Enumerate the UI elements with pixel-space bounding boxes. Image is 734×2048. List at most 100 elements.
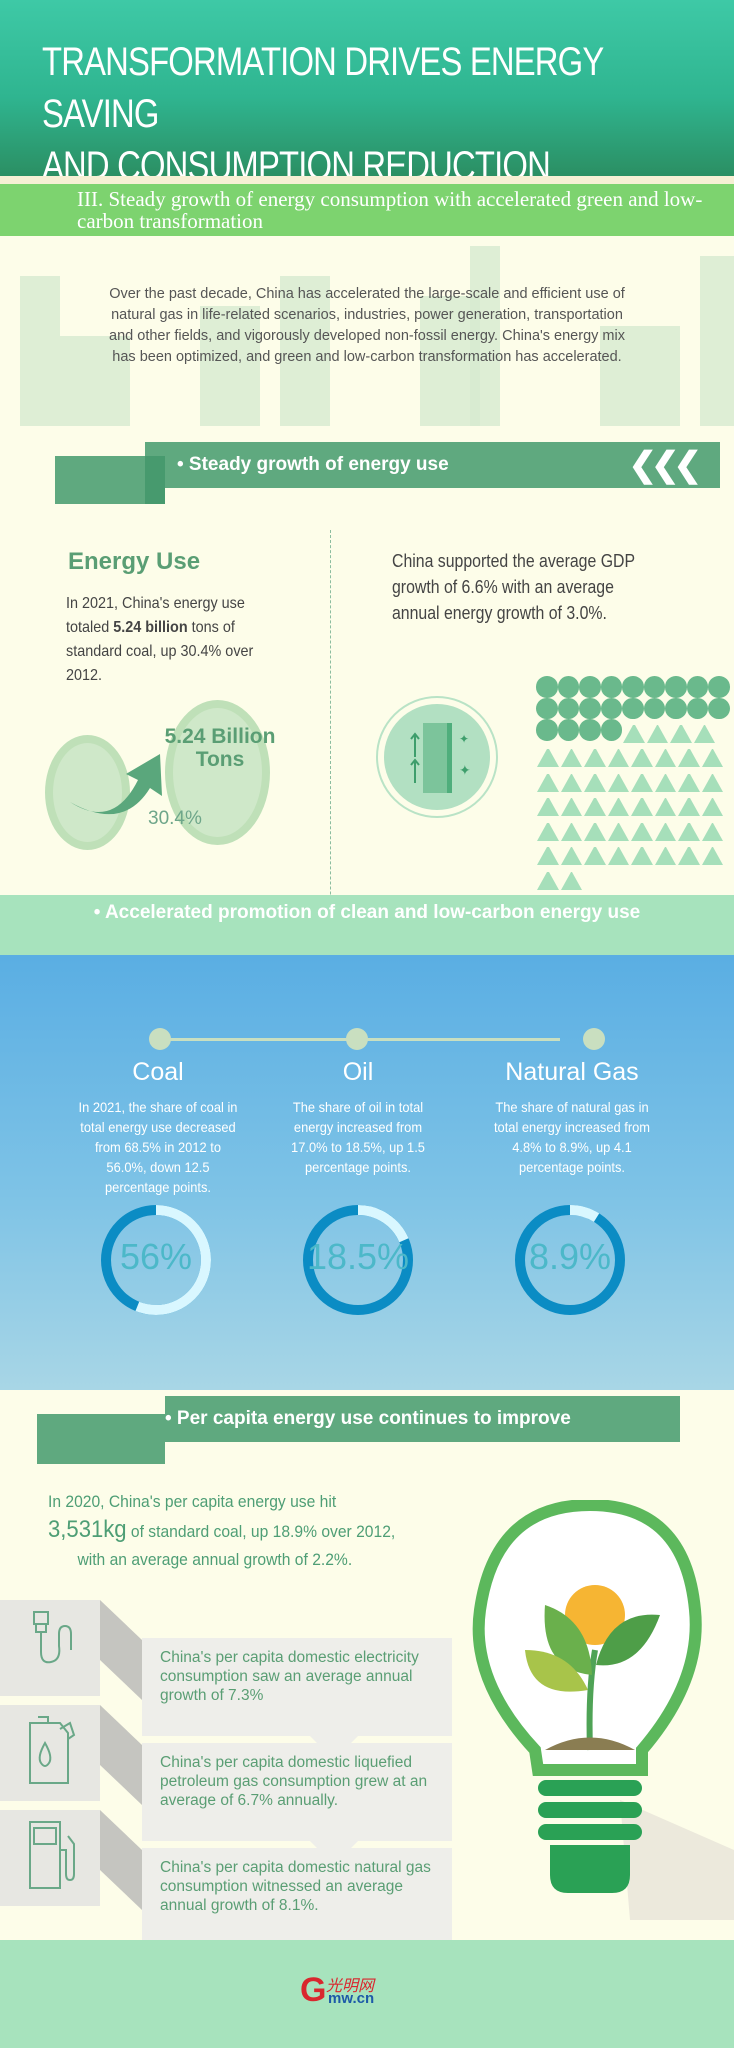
triangle-icon: [560, 819, 582, 841]
triangle-icon: [584, 795, 606, 816]
svg-text:✦: ✦: [459, 762, 471, 778]
gmw-logo: G 光明网 mw.cn: [300, 1971, 375, 2009]
circle-icon: [600, 719, 622, 741]
circle-icon: [579, 719, 601, 741]
section-title: III. Steady growth of energy consumption…: [0, 184, 734, 236]
circle-icon: [557, 697, 579, 719]
circle-icon: [665, 676, 687, 698]
footer: G 光明网 mw.cn: [0, 1940, 734, 2048]
triangle-icon: [678, 795, 700, 816]
skyline-building: [20, 276, 60, 426]
circle-icon: [708, 676, 730, 698]
increase-percent: 30.4%: [148, 808, 202, 829]
triangle-icon: [654, 746, 676, 767]
triangle-icon: [678, 844, 700, 865]
list-item: China's per capita domestic electricity …: [0, 1600, 460, 1760]
triangle-icon: [678, 770, 700, 792]
triangle-icon: [670, 721, 692, 743]
rising-blocks-icon: ✦✦: [376, 696, 498, 818]
column-divider: [330, 530, 331, 1010]
circle-2012: [45, 735, 130, 850]
skyline-building: [700, 256, 734, 426]
energy-use-text: In 2021, China's energy use totaled 5.24…: [66, 595, 254, 684]
energy-use-title: Energy Use: [68, 548, 201, 575]
circle-icon: [536, 719, 558, 741]
triangle-icon: [560, 844, 582, 865]
icon-grid: [536, 676, 734, 891]
triangle-icon: [537, 795, 559, 816]
skyline-building: [200, 306, 260, 426]
oil-donut: 18.5%: [300, 1202, 416, 1318]
circle-icon: [686, 697, 708, 719]
growth-arrow-icon: [70, 754, 162, 815]
triangle-icon: [631, 770, 653, 792]
coal-column: Coal In 2021, the share of coal in total …: [78, 1058, 238, 1195]
circle-icon: [665, 697, 687, 719]
list-item: China's per capita domestic natural gas …: [0, 1810, 460, 1970]
triangle-icon: [537, 746, 559, 767]
oil-column: Oil The share of oil in total energy incr…: [291, 1058, 425, 1175]
triangle-icon: [646, 721, 668, 743]
section-heading-ribbon: • Steady growth of energy use ❮❮❮: [55, 442, 720, 504]
triangle-icon: [654, 819, 676, 841]
section-heading-clean-energy: • Accelerated promotion of clean and low…: [0, 895, 734, 955]
circle-icon: [536, 676, 558, 698]
intro-text: Over the past decade, China has accelera…: [109, 286, 625, 365]
circle-icon: [622, 676, 644, 698]
triangle-icon: [678, 819, 700, 841]
triangle-icon: [560, 868, 582, 890]
circle-icon: [579, 676, 601, 698]
oil-can-icon: [29, 1716, 76, 1784]
triangle-icon: [560, 795, 582, 816]
skyline-building: [600, 326, 680, 426]
divider: [0, 176, 734, 184]
circle-icon: [536, 697, 558, 719]
triangle-icon: [701, 795, 723, 816]
triangle-icon: [693, 721, 715, 743]
section-heading-ribbon: • Per capita energy use continues to imp…: [37, 1396, 680, 1464]
per-capita-value: 3,531kg: [48, 1516, 127, 1543]
triangle-icon: [584, 746, 606, 767]
circle-icon: [643, 697, 665, 719]
triangle-icon: [678, 746, 700, 767]
triangle-icon: [607, 819, 629, 841]
circle-icon: [686, 676, 708, 698]
gdp-text: China supported the average GDP growth o…: [392, 551, 635, 623]
triangle-icon: [584, 844, 606, 865]
circle-icon: [643, 676, 665, 698]
power-plug-icon: [33, 1611, 72, 1664]
circle-2021: [165, 700, 270, 845]
donut-share: [515, 1205, 625, 1315]
triangle-icon: [631, 844, 653, 865]
triangle-icon: [701, 819, 723, 841]
intro-section: Over the past decade, China has accelera…: [0, 236, 734, 426]
skyline-building: [280, 276, 330, 426]
hero-banner: TRANSFORMATION DRIVES ENERGY SAVING AND C…: [0, 0, 734, 188]
triangle-icon: [584, 819, 606, 841]
donut-share: [101, 1205, 211, 1315]
timeline-dot: [149, 1028, 171, 1050]
clean-energy-panel: [0, 955, 734, 1390]
triangle-icon: [560, 746, 582, 767]
triangle-icon: [607, 844, 629, 865]
timeline-dot: [346, 1028, 368, 1050]
energy-use-value: 5.24 Billion Tons: [164, 725, 276, 771]
circle-icon: [600, 697, 622, 719]
natural-gas-donut: 8.9%: [512, 1202, 628, 1318]
triangle-icon: [701, 746, 723, 767]
page-title: TRANSFORMATION DRIVES ENERGY SAVING AND C…: [42, 40, 604, 188]
triangle-icon: [537, 819, 559, 841]
skyline-building: [60, 336, 130, 426]
triangle-icon: [560, 770, 582, 792]
ribbon-tab: [37, 1414, 165, 1464]
triangle-icon: [631, 795, 653, 816]
donut-share: [303, 1205, 413, 1315]
triangle-icon: [654, 844, 676, 865]
coal-donut: 56%: [98, 1202, 214, 1318]
list-item: China's per capita domestic liquefied pe…: [0, 1705, 460, 1865]
lightbulb-plant-illustration: [472, 1500, 734, 1920]
triangle-icon: [623, 721, 645, 743]
timeline-dot: [583, 1028, 605, 1050]
triangle-icon: [701, 844, 723, 865]
triangle-icon: [631, 819, 653, 841]
